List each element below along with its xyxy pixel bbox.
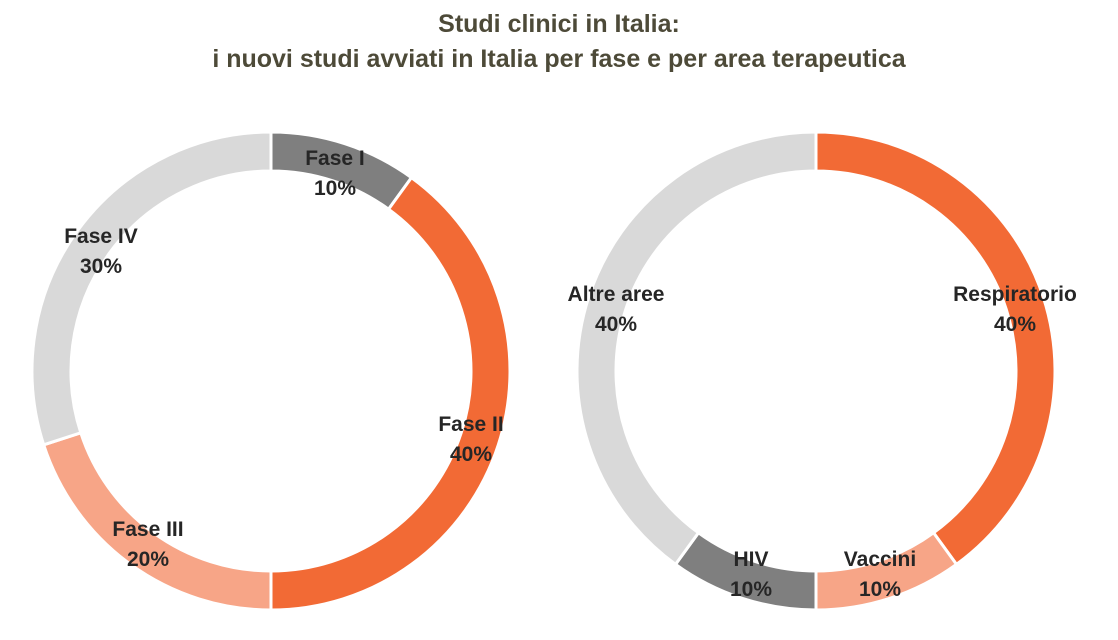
slice-value-label: 10% — [859, 578, 901, 601]
slice-value-label: 10% — [730, 578, 772, 601]
slice-value-label: 40% — [595, 313, 637, 336]
slice-label-vaccini: Vaccini 10% — [844, 548, 916, 601]
donut-chart-1: Fase I 10% Fase II 40% Fase III 20% Fase IV 30% — [30, 130, 512, 612]
slice-value-label: 10% — [314, 177, 356, 200]
chart-title-line-1: Studi clinici in Italia: — [438, 10, 680, 38]
chart-title-line-2: i nuovi studi avviati in Italia per fase… — [212, 45, 906, 73]
slice-value-label: 40% — [450, 443, 492, 466]
slice-category-label: Fase III — [112, 518, 183, 541]
slice-label-fase-i: Fase I 10% — [305, 147, 365, 200]
slice-category-label: Vaccini — [844, 548, 916, 571]
slice-value-label: 40% — [994, 313, 1036, 336]
slice-fase-ii — [269, 175, 512, 612]
slice-category-label: Respiratorio — [953, 283, 1077, 306]
donut-chart-2: Respiratorio 40% Vaccini 10% HIV 10% Altre are… — [568, 130, 1077, 612]
slice-label-fase-ii: Fase II 40% — [438, 413, 503, 466]
slice-value-label: 20% — [127, 548, 169, 571]
slice-category-label: Altre aree — [568, 283, 665, 306]
slice-respiratorio — [814, 130, 1057, 567]
slice-category-label: Fase I — [305, 147, 365, 170]
slice-label-fase-iv: Fase IV 30% — [64, 225, 138, 278]
slice-label-hiv: HIV 10% — [730, 548, 772, 601]
slice-label-altre-aree: Altre aree 40% — [568, 283, 665, 336]
slice-label-fase-iii: Fase III 20% — [112, 518, 183, 571]
slice-category-label: Fase II — [438, 413, 503, 436]
slice-label-respiratorio: Respiratorio 40% — [953, 283, 1077, 336]
slice-altre-aree — [575, 130, 818, 567]
slice-value-label: 30% — [80, 255, 122, 278]
slice-category-label: HIV — [733, 548, 768, 571]
slice-category-label: Fase IV — [64, 225, 138, 248]
slice-fase-iv — [30, 130, 273, 447]
